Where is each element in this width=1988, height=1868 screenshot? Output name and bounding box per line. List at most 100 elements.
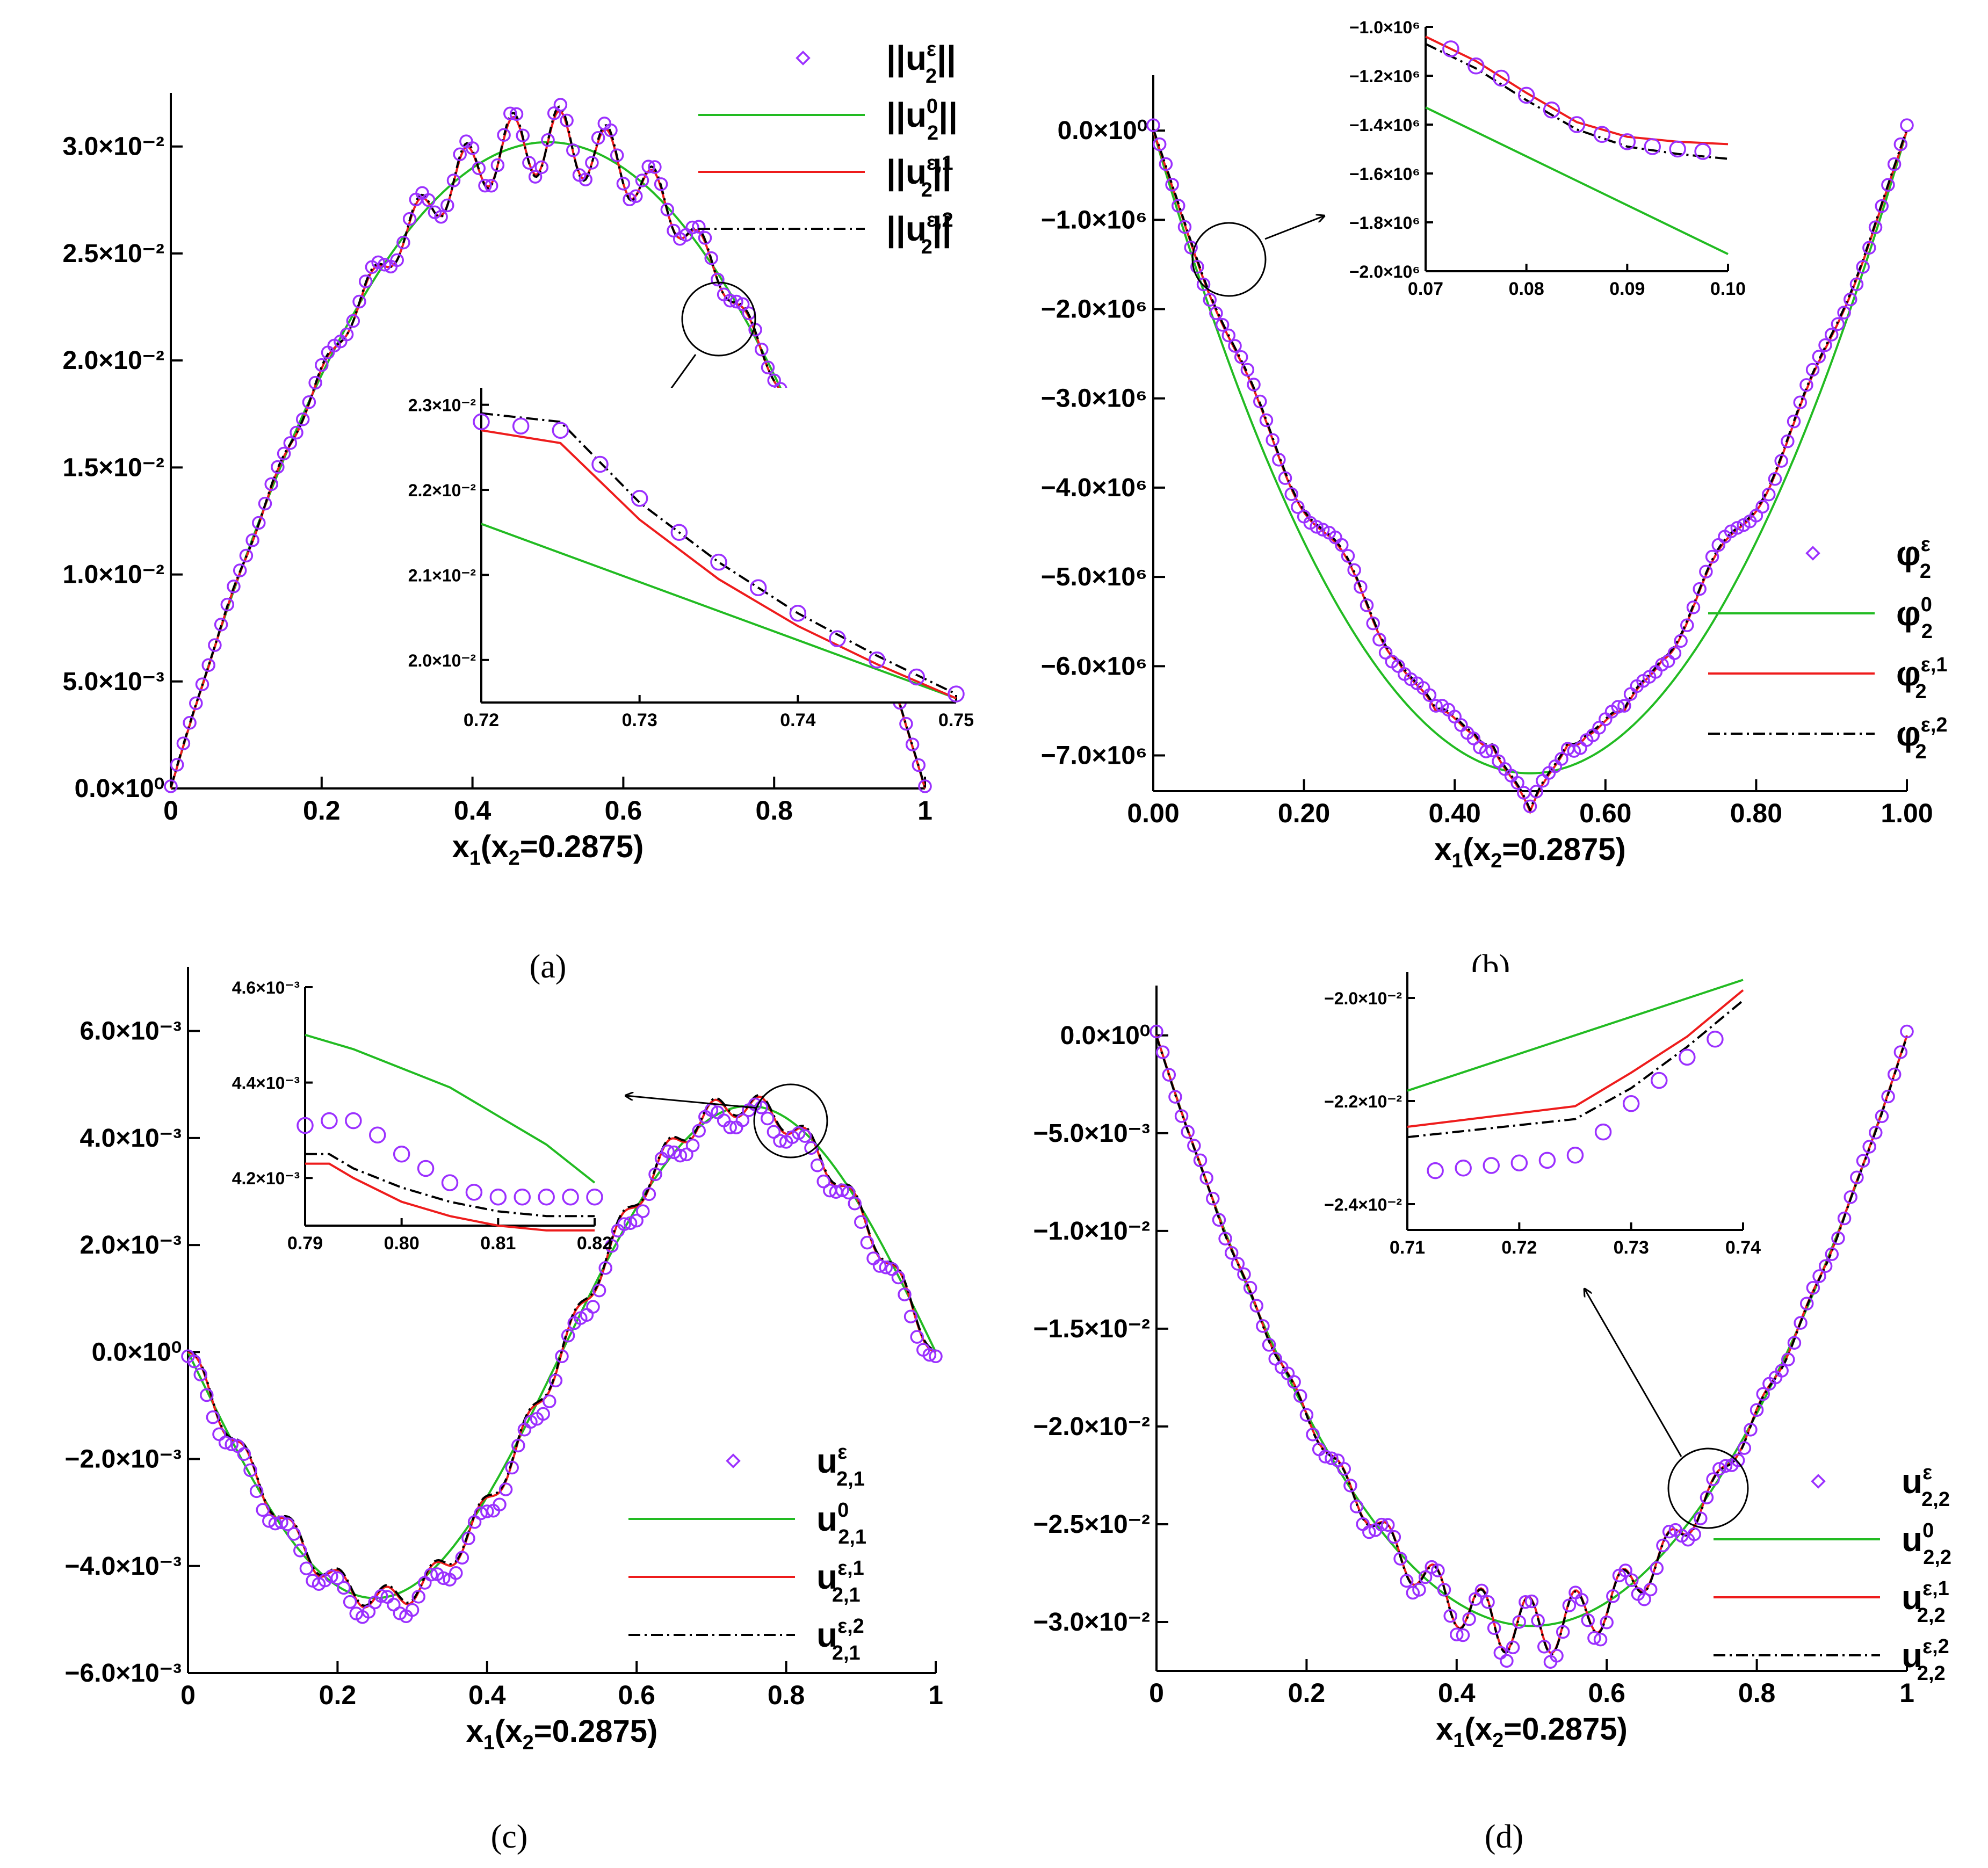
inset-background xyxy=(1407,972,1743,1230)
y-tick-label: −5.0×10⁶ xyxy=(1041,563,1147,591)
inset-homogenized-line xyxy=(1425,106,1729,255)
exact-series-point xyxy=(212,1427,226,1442)
exact-series-point xyxy=(1730,521,1745,535)
exact-series-point xyxy=(1787,1336,1802,1350)
exact-series-point xyxy=(1750,1403,1764,1417)
x-tick-label: 0 xyxy=(180,1680,196,1710)
exact-series-point xyxy=(528,170,543,184)
legend-label: φε,2 2 xyxy=(1896,714,1948,763)
exact-series-point xyxy=(630,1213,644,1228)
exact-series-point xyxy=(522,156,536,170)
exact-series-point xyxy=(536,1407,550,1421)
exact-series-point xyxy=(729,294,743,309)
inset-y-tick-label: −1.2×10⁶ xyxy=(1349,67,1420,86)
exact-series-point xyxy=(164,779,178,793)
inset-background xyxy=(305,987,595,1226)
inset-plot: 0.79 0.80 0.81 0.82 4.2×10⁻³ 4.4×10⁻³ 4.6×10⁻³ xyxy=(232,978,612,1254)
second-order-series-line xyxy=(1152,128,1908,813)
exact-series-point xyxy=(553,98,568,112)
inset-exact-point xyxy=(441,1174,459,1191)
exact-series-point xyxy=(1680,618,1694,632)
exact-series-point xyxy=(1450,1627,1464,1642)
exact-series-point xyxy=(1662,1524,1676,1539)
exact-series-point xyxy=(1550,1649,1564,1663)
exact-series-point xyxy=(1837,1211,1852,1226)
exact-series-point xyxy=(337,1581,351,1595)
inset-x-tick-label: 0.08 xyxy=(1509,279,1544,299)
legend-label: φε 2 xyxy=(1896,533,1931,583)
exact-series-point xyxy=(922,1348,937,1362)
exact-series-point xyxy=(524,1415,538,1429)
inset-exact-point xyxy=(473,413,490,431)
x-tick-label: 0.6 xyxy=(618,1680,655,1710)
inset-x-tick-label: 0.73 xyxy=(1614,1237,1649,1258)
x-tick-label: 0.8 xyxy=(1738,1678,1776,1708)
legend-label: uε 2,2 xyxy=(1902,1461,1950,1511)
exact-series-point xyxy=(1360,598,1374,612)
y-tick-label: 0.0×10⁰ xyxy=(75,774,164,803)
exact-series-point xyxy=(1812,350,1826,364)
exact-series-point xyxy=(324,1569,338,1583)
exact-series-point xyxy=(421,193,436,207)
exact-series-point xyxy=(816,1174,830,1189)
inset-exact-point xyxy=(1679,1048,1696,1066)
exact-series-point xyxy=(402,212,417,226)
exact-series-point xyxy=(1221,328,1236,343)
exact-series-point xyxy=(548,1373,563,1388)
inset-x-tick-label: 0.73 xyxy=(622,710,657,730)
exact-series-point xyxy=(1667,646,1682,660)
y-tick-label: 0.0×10⁰ xyxy=(1058,117,1147,145)
exact-series-point xyxy=(497,128,511,142)
exact-series-point xyxy=(1862,241,1876,255)
inset-exact-point xyxy=(552,422,569,439)
exact-series-point xyxy=(1150,1024,1163,1039)
exact-series-point xyxy=(1243,1281,1257,1295)
panel-caption: (d) xyxy=(1485,1819,1523,1855)
exact-series-point xyxy=(592,1283,606,1298)
inset-plot: 0.07 0.08 0.09 0.10 −1.0×10⁶ −1.2×10⁶ −1.4×10⁶… xyxy=(1349,18,1746,299)
exact-series-point xyxy=(206,1410,220,1424)
inset-x-tick-label: 0.10 xyxy=(1710,279,1746,299)
exact-series-point xyxy=(541,133,555,147)
exact-series-point xyxy=(692,1124,706,1138)
exact-series-point xyxy=(474,1506,488,1521)
inset-y-tick-label: −2.0×10⁻² xyxy=(1324,989,1402,1008)
exact-series-point xyxy=(503,106,517,121)
exact-series-point xyxy=(1159,157,1173,171)
x-tick-label: 1 xyxy=(917,795,932,826)
zoom-circle xyxy=(681,281,756,357)
x-tick-label: 1 xyxy=(1899,1678,1914,1708)
exact-series-point xyxy=(1824,328,1839,342)
exact-series-point xyxy=(245,533,259,547)
exact-series-point xyxy=(918,779,932,793)
exact-series-point xyxy=(1524,1594,1539,1609)
exact-series-point xyxy=(1372,633,1386,647)
inset-exact-point xyxy=(1538,1152,1556,1169)
exact-series-point xyxy=(1437,1583,1451,1597)
inset-exact-point xyxy=(1618,133,1636,150)
exact-series-point xyxy=(866,1251,880,1265)
y-tick-label: 0.0×10⁰ xyxy=(1060,1022,1150,1050)
exact-series-point xyxy=(1850,1170,1864,1184)
exact-series-point xyxy=(252,516,266,530)
inset-x-tick-label: 0.72 xyxy=(1501,1237,1537,1258)
exact-series-point xyxy=(1380,1518,1395,1532)
exact-series-point xyxy=(243,1463,257,1478)
exact-series-point xyxy=(1875,1109,1889,1123)
x-axis-label: x1(x2=0.2875) xyxy=(466,1714,658,1754)
exact-series-point xyxy=(308,375,322,390)
exact-series-point xyxy=(1775,1364,1789,1378)
exact-series-point xyxy=(698,231,712,245)
x-tick-label: 0.40 xyxy=(1429,798,1481,828)
inset-x-tick-label: 0.80 xyxy=(384,1233,420,1254)
exact-series-point xyxy=(1887,157,1902,171)
inset-y-tick-label: −1.8×10⁶ xyxy=(1349,213,1420,233)
exact-series-point xyxy=(648,160,662,174)
inset-x-tick-label: 0.72 xyxy=(464,710,499,730)
inset-exact-point xyxy=(829,630,846,647)
exact-series-point xyxy=(1687,1527,1701,1541)
x-axis-label: x1(x2=0.2875) xyxy=(1434,832,1626,872)
exact-series-point xyxy=(1625,1573,1639,1587)
exact-series-point xyxy=(396,235,410,250)
exact-series-point xyxy=(1737,1441,1752,1455)
